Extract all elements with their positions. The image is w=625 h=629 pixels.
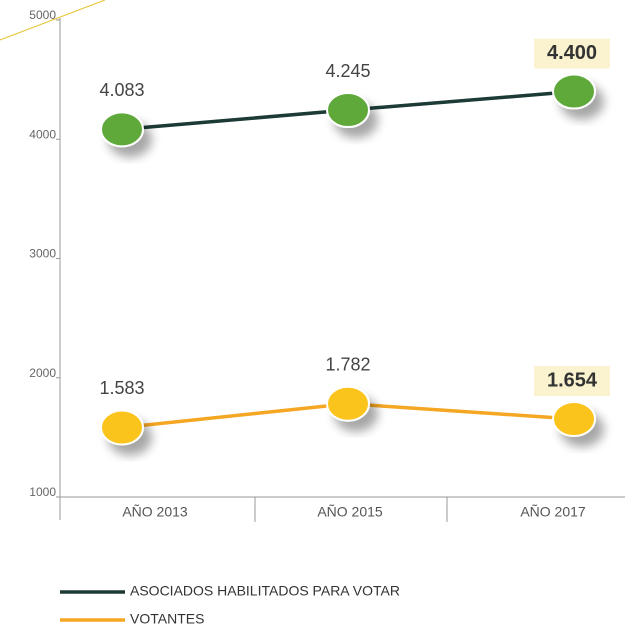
label-highlight — [534, 38, 610, 69]
value-label: 1.654 — [547, 369, 598, 391]
y-tick-label: 5000 — [29, 8, 56, 22]
marker — [100, 111, 144, 148]
value-label: 1.583 — [99, 378, 144, 398]
marker — [326, 92, 370, 129]
legend-label: ASOCIADOS HABILITADOS PARA VOTAR — [130, 583, 400, 599]
decoration — [0, 0, 106, 41]
marker — [552, 73, 596, 110]
marker — [326, 385, 370, 422]
value-label: 4.245 — [325, 61, 370, 81]
y-tick-label: 1000 — [29, 485, 56, 499]
value-label: 4.400 — [547, 42, 597, 64]
y-tick-label: 3000 — [29, 247, 56, 261]
marker — [100, 409, 144, 446]
y-tick-label: 2000 — [29, 366, 56, 380]
value-label: 4.083 — [99, 80, 144, 100]
x-tick-label: AÑO 2013 — [122, 504, 188, 520]
x-tick-label: AÑO 2015 — [317, 504, 383, 520]
legend-label: VOTANTES — [130, 611, 204, 627]
y-tick-label: 4000 — [29, 127, 56, 141]
marker — [552, 401, 596, 438]
label-highlight — [534, 366, 610, 397]
value-label: 1.782 — [325, 354, 370, 374]
x-tick-label: AÑO 2017 — [520, 504, 586, 520]
